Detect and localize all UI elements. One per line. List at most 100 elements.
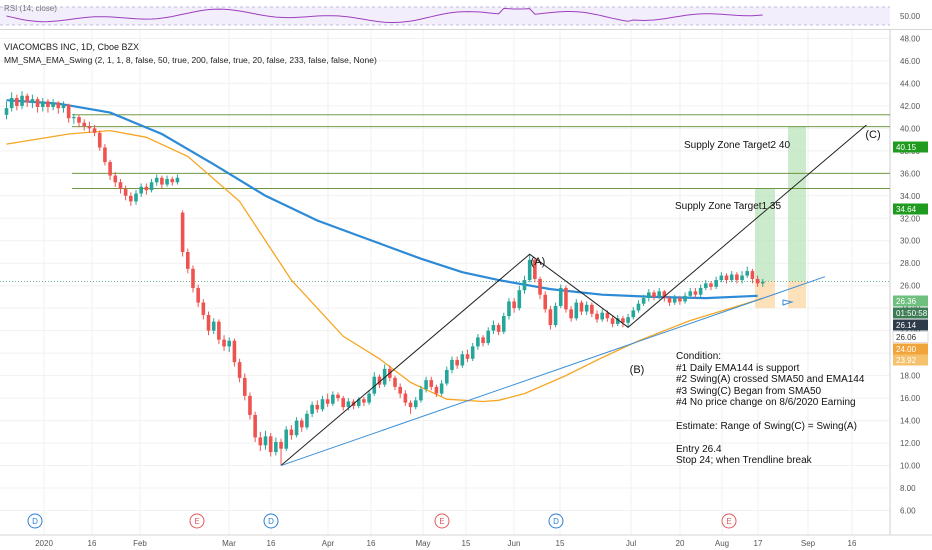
candle-body — [724, 275, 729, 281]
y-tick-label: 30.00 — [900, 237, 921, 246]
x-tick-label: 20 — [676, 539, 685, 548]
candle-body — [289, 429, 294, 436]
x-tick-label: 15 — [556, 539, 565, 548]
candle-body — [413, 400, 418, 408]
candle-body — [517, 290, 522, 309]
candle-body — [403, 393, 408, 403]
candle-body — [103, 147, 107, 163]
candle-body — [755, 278, 760, 284]
candle-body — [46, 101, 50, 107]
candle-body — [522, 280, 527, 291]
candle-body — [600, 312, 604, 320]
candle-body — [496, 325, 501, 332]
y-tick-label: 34.00 — [900, 192, 921, 201]
arrow-icon — [782, 299, 794, 306]
x-tick-label: 16 — [88, 539, 97, 548]
supply-zone-2-label: Supply Zone Target2 40 — [684, 140, 790, 151]
rsi-band — [0, 7, 890, 25]
y-tick-label: 48.00 — [900, 34, 921, 43]
candle-body — [434, 386, 439, 394]
candle-body — [419, 389, 423, 401]
candle-body — [398, 386, 402, 394]
candle-body — [698, 287, 703, 295]
candle-body — [61, 104, 66, 109]
note-line: #1 Daily EMA144 is support — [676, 362, 800, 374]
candle-body — [299, 420, 304, 428]
candle-body — [9, 97, 14, 109]
candle-body — [408, 402, 413, 408]
candle-body — [113, 175, 118, 183]
candle-body — [486, 330, 491, 344]
candle-body — [206, 314, 211, 331]
candle-body — [129, 195, 133, 202]
candle-body — [186, 251, 190, 269]
stop-zone — [755, 281, 775, 309]
candle-body — [507, 301, 511, 317]
candle-body — [450, 359, 454, 370]
candle-body — [569, 309, 573, 319]
price-label-box — [893, 307, 928, 319]
candle-body — [558, 287, 563, 306]
note-line: #3 Swing(C) Began from SMA50 — [676, 385, 822, 397]
ma-line — [6, 129, 764, 403]
event-label: E — [439, 517, 444, 526]
candle-body — [465, 354, 470, 359]
candle-body — [760, 281, 765, 284]
y-tick-label: 10.00 — [900, 462, 921, 471]
y-tick-label: 16.00 — [900, 394, 921, 403]
analysis-notes: Condition: #1 Daily EMA144 is support #2… — [676, 351, 864, 467]
candle-body — [605, 312, 610, 319]
candle-body — [315, 404, 320, 410]
candle-body — [476, 337, 480, 347]
swing-a-label: (A) — [531, 256, 546, 268]
candle-body — [584, 304, 589, 312]
x-tick-label: Sep — [801, 539, 816, 548]
price-label-box — [893, 295, 928, 307]
candle-body — [232, 340, 237, 363]
candle-body — [667, 298, 672, 303]
candle-body — [543, 294, 548, 310]
x-tick-label: 16 — [267, 539, 276, 548]
candle-body — [92, 128, 97, 133]
candle-body — [258, 437, 263, 446]
x-tick-label: Apr — [322, 539, 335, 548]
candle-body — [501, 316, 506, 332]
candle-body — [460, 354, 465, 366]
candle-body — [740, 275, 744, 281]
swing-trendline — [280, 124, 867, 466]
candle-body — [118, 182, 123, 190]
candle-body — [553, 305, 558, 326]
candle-body — [346, 401, 351, 408]
rsi-line — [6, 7, 763, 23]
candle-body — [641, 298, 646, 304]
price-label: 26.06 — [896, 333, 917, 342]
candle-body — [227, 340, 232, 347]
candle-body — [66, 104, 71, 119]
event-label: E — [194, 517, 199, 526]
candle-body — [719, 275, 724, 281]
candle-body — [512, 301, 516, 309]
candle-body — [362, 399, 366, 403]
supply-zone-1-label: Supply Zone Target1 35 — [675, 201, 781, 212]
candle-body — [714, 280, 718, 287]
candle-body — [439, 383, 444, 394]
y-tick-label: 46.00 — [900, 57, 921, 66]
candle-body — [631, 310, 636, 318]
x-tick-label: Mar — [222, 539, 236, 548]
study-legend[interactable]: MM_SMA_EMA_Swing (2, 1, 1, 8, false, 50,… — [4, 55, 377, 65]
note-line — [676, 432, 864, 444]
note-line: Estimate: Range of Swing(C) = Swing(A) — [676, 420, 857, 432]
note-line — [676, 409, 864, 421]
y-tick-label: 8.00 — [900, 484, 916, 493]
candle-body — [367, 393, 371, 403]
candle-body — [144, 186, 149, 191]
candle-body — [538, 278, 542, 295]
candle-body — [149, 182, 154, 191]
price-label: 40.15 — [896, 143, 917, 152]
stop-zone — [788, 281, 806, 309]
event-label: D — [32, 517, 38, 526]
y-tick-label: 12.00 — [900, 439, 921, 448]
support-trendline — [280, 276, 826, 467]
candle-body — [564, 287, 568, 310]
